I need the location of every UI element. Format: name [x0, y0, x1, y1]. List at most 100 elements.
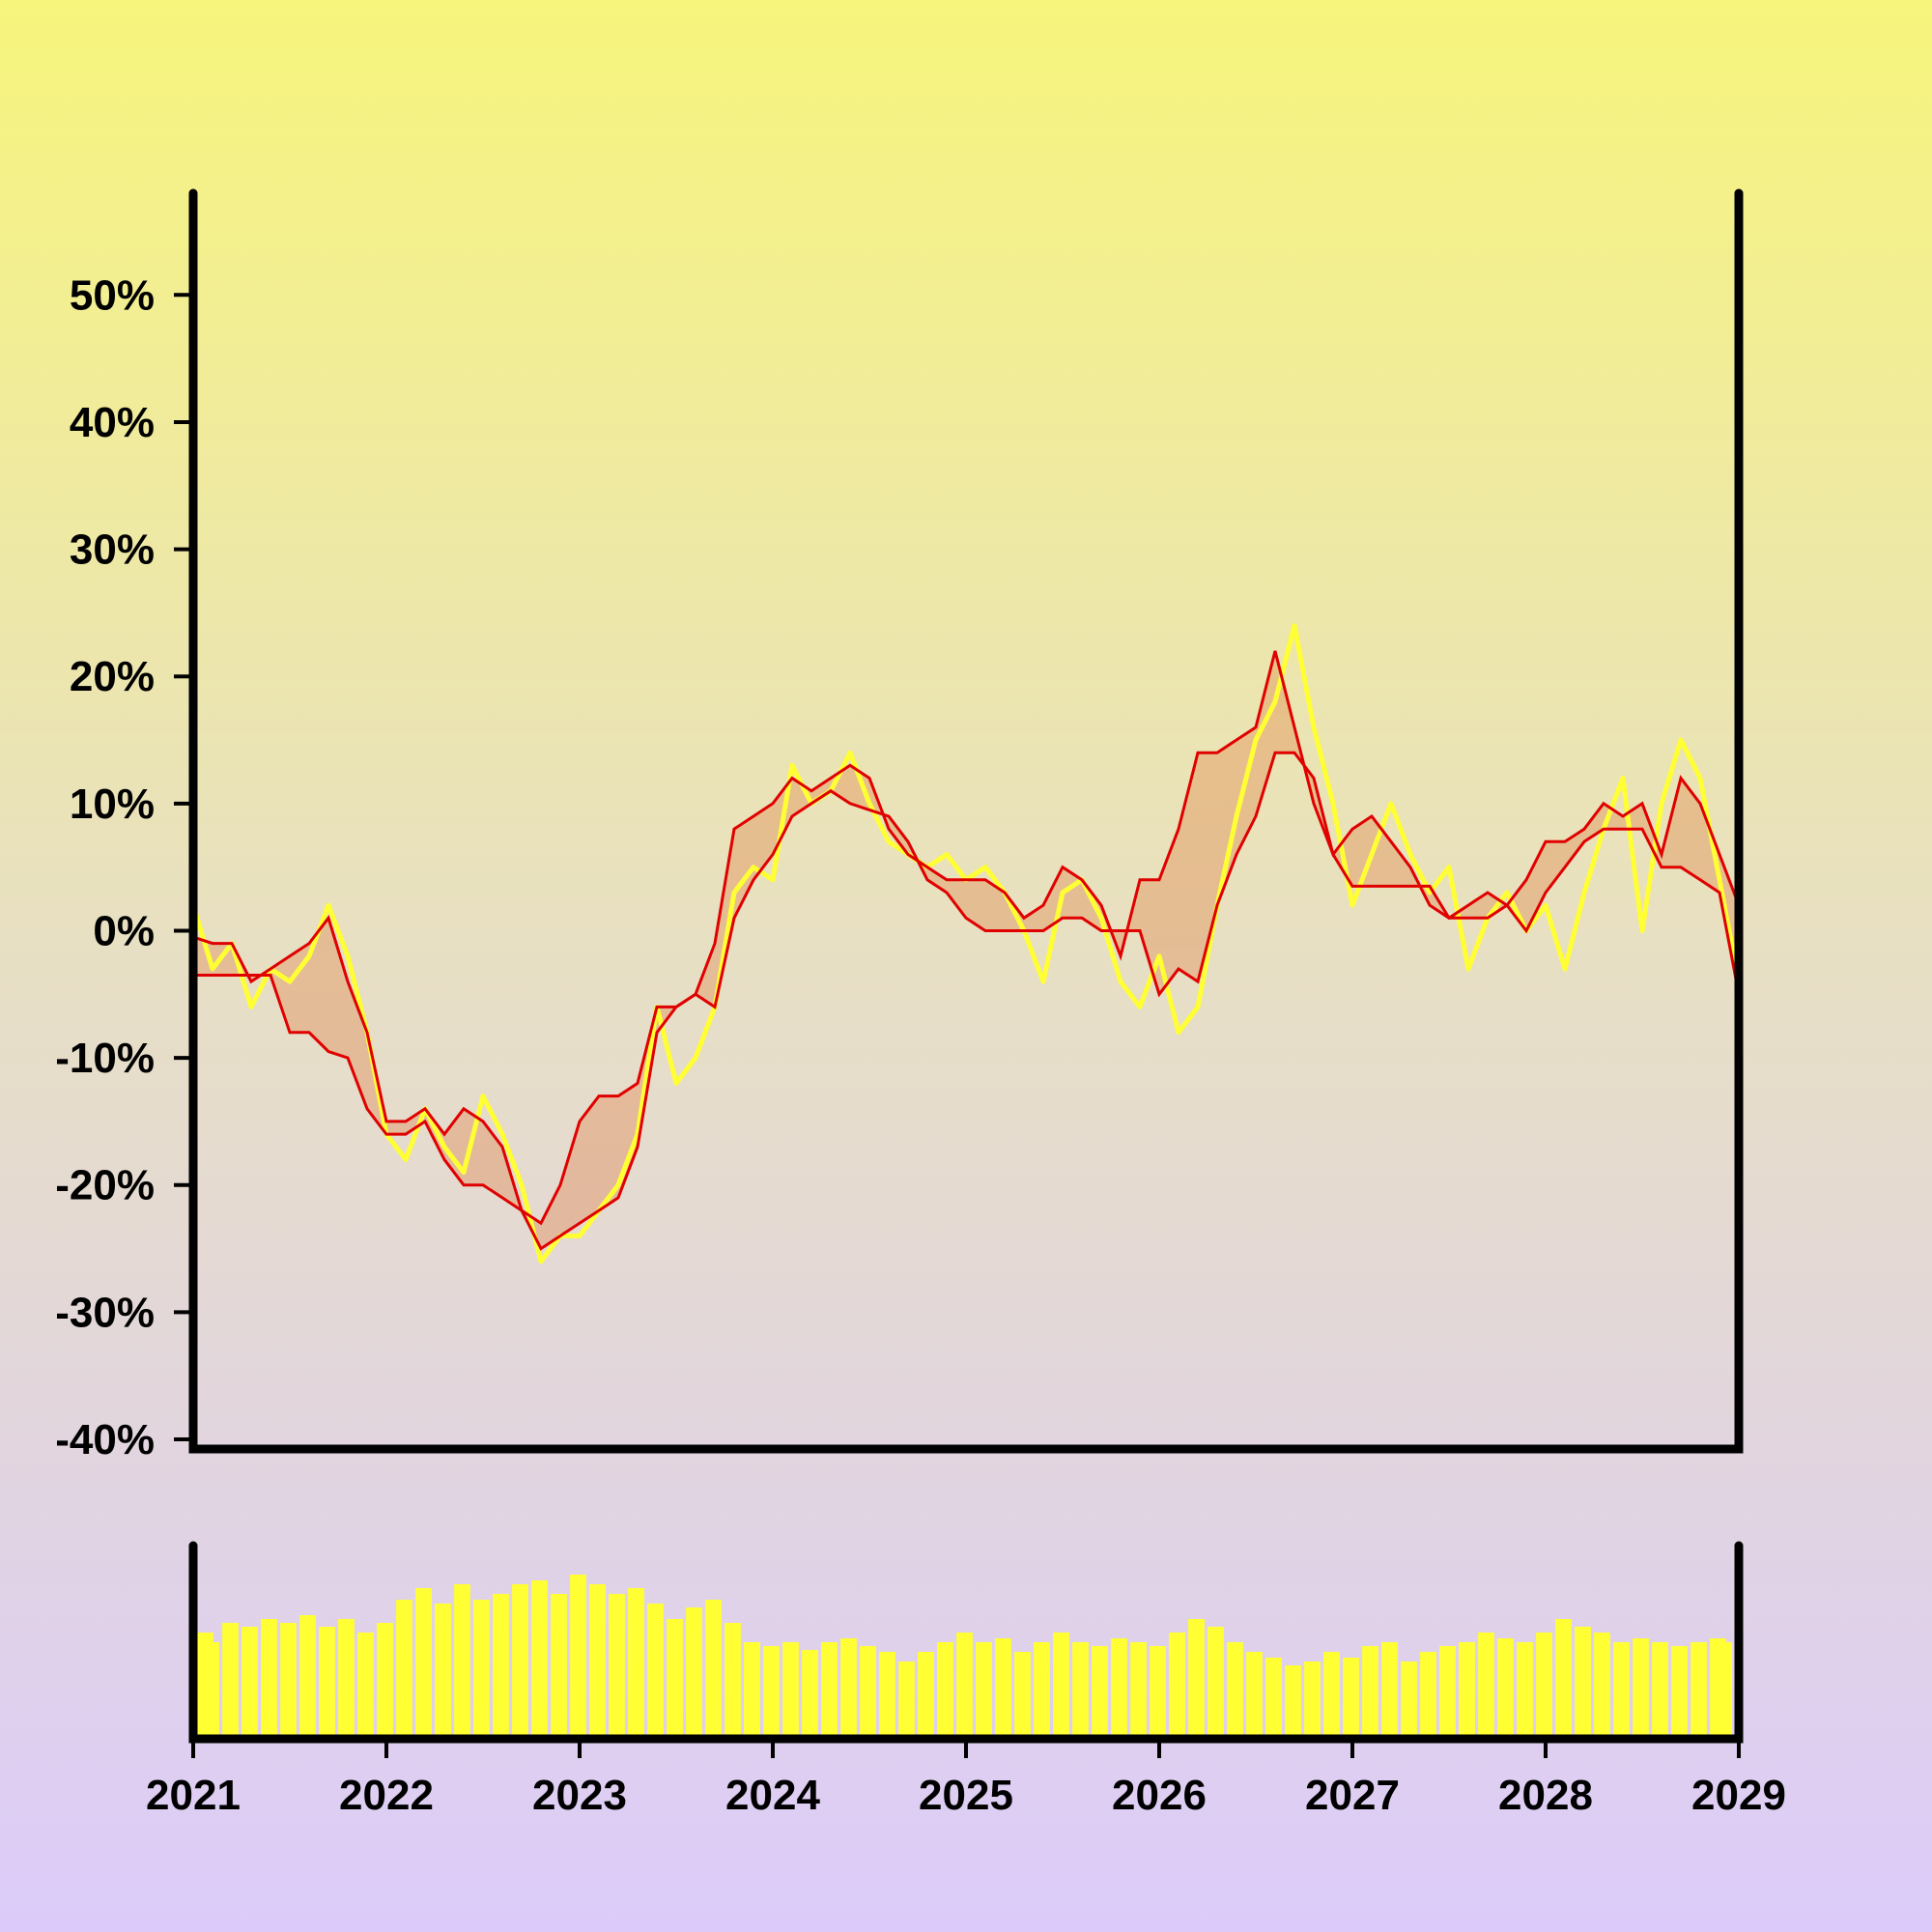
volume-bar	[628, 1588, 644, 1739]
volume-bar	[415, 1588, 432, 1739]
volume-bar	[1014, 1652, 1031, 1739]
volume-bar	[1420, 1652, 1436, 1739]
volume-bar	[242, 1627, 258, 1739]
volume-bar	[377, 1623, 393, 1739]
volume-bar	[1517, 1642, 1533, 1739]
volume-bar	[1343, 1658, 1359, 1739]
volume-bar	[763, 1646, 780, 1739]
volume-bar	[299, 1615, 316, 1739]
x-tick-label: 2026	[1112, 1772, 1207, 1819]
volume-bar	[454, 1584, 470, 1739]
volume-bar	[493, 1594, 509, 1739]
x-tick-label: 2021	[146, 1772, 241, 1819]
volume-bar	[396, 1600, 412, 1739]
volume-bar	[686, 1607, 702, 1739]
volume-bar	[203, 1642, 219, 1739]
volume-bar	[821, 1642, 838, 1739]
volume-bar	[1671, 1646, 1688, 1739]
volume-bar	[1478, 1633, 1494, 1739]
volume-bar	[1716, 1642, 1732, 1739]
volume-bar	[1459, 1642, 1475, 1739]
volume-bar	[1130, 1642, 1147, 1739]
axes-layer	[188, 188, 1744, 1744]
volume-bar	[512, 1584, 528, 1739]
volume-bar	[1169, 1633, 1185, 1739]
volume-bar	[261, 1619, 277, 1739]
price-line	[190, 623, 1742, 1264]
band-layer	[193, 650, 1739, 1249]
volume-bar	[1323, 1652, 1340, 1739]
x-tick-label: 2022	[339, 1772, 434, 1819]
volume-layer	[197, 1575, 1732, 1739]
volume-bar	[840, 1638, 857, 1739]
x-tick-label: 2027	[1305, 1772, 1400, 1819]
volume-bar	[589, 1584, 606, 1739]
volume-bar	[724, 1623, 741, 1739]
volume-bar	[1111, 1638, 1127, 1739]
y-tick-label: -40%	[55, 1416, 155, 1463]
volume-bar	[995, 1638, 1011, 1739]
band-fill	[193, 650, 1739, 1249]
volume-bar	[1555, 1619, 1572, 1739]
y-axis: 50% 40% 30% 20% 10% 0% -10% -20% -30% -40%	[55, 271, 193, 1463]
volume-bar	[782, 1642, 799, 1739]
x-tick-label: 2028	[1498, 1772, 1593, 1819]
volume-bar	[1439, 1646, 1456, 1739]
volume-bar	[435, 1604, 451, 1739]
volume-bar	[667, 1619, 683, 1739]
volume-bar	[1092, 1646, 1108, 1739]
lower-band-line	[193, 751, 1741, 1251]
volume-bar	[338, 1619, 355, 1739]
volume-bar	[647, 1604, 664, 1739]
volume-bar	[1072, 1642, 1089, 1739]
volume-bar	[956, 1633, 973, 1739]
volume-bar	[744, 1642, 760, 1739]
y-tick-label: 0%	[93, 907, 155, 954]
volume-bar	[976, 1642, 992, 1739]
volume-bar	[802, 1650, 818, 1739]
volume-bar	[1285, 1665, 1301, 1739]
volume-bar	[898, 1662, 915, 1739]
volume-bar	[1034, 1642, 1050, 1739]
price-layer	[190, 623, 1742, 1264]
volume-bar	[1188, 1619, 1205, 1739]
volume-bar	[1053, 1633, 1069, 1739]
y-tick-label: -10%	[55, 1035, 155, 1082]
y-tick-label: 30%	[70, 526, 155, 574]
x-tick-label: 2023	[532, 1772, 627, 1819]
volume-bar	[357, 1633, 374, 1739]
volume-bar	[918, 1652, 934, 1739]
volume-bar	[1633, 1638, 1649, 1739]
volume-bar	[1227, 1642, 1243, 1739]
y-tick-label: -20%	[55, 1162, 155, 1209]
volume-bar	[551, 1594, 567, 1739]
volume-bar	[1265, 1658, 1282, 1739]
x-tick-label: 2024	[725, 1772, 820, 1819]
x-axis: 2021 2022 2023 2024 2025 2026 2027 2028 2029	[146, 1739, 1786, 1819]
volume-bar	[222, 1623, 239, 1739]
volume-bar	[1208, 1627, 1224, 1739]
volume-bar	[473, 1600, 490, 1739]
volume-bar	[879, 1652, 895, 1739]
volume-bar	[1246, 1652, 1263, 1739]
volume-bar	[609, 1594, 625, 1739]
volume-bar	[1381, 1642, 1398, 1739]
volume-bar	[1150, 1646, 1166, 1739]
y-tick-label: 40%	[70, 399, 155, 446]
volume-bar	[570, 1575, 586, 1739]
volume-bar	[1613, 1642, 1630, 1739]
y-tick-label: 20%	[70, 653, 155, 700]
volume-bar	[280, 1623, 297, 1739]
y-tick-label: 50%	[70, 271, 155, 319]
y-tick-label: -30%	[55, 1289, 155, 1336]
main-plot-frame	[188, 188, 1744, 1454]
volume-bar	[531, 1580, 548, 1739]
upper-band-line	[192, 650, 1741, 1226]
volume-bar	[937, 1642, 953, 1739]
volume-bar	[1362, 1646, 1378, 1739]
volume-bar	[1401, 1662, 1417, 1739]
volume-bar	[705, 1600, 722, 1739]
volume-bar	[1497, 1638, 1514, 1739]
volume-bar	[319, 1627, 335, 1739]
